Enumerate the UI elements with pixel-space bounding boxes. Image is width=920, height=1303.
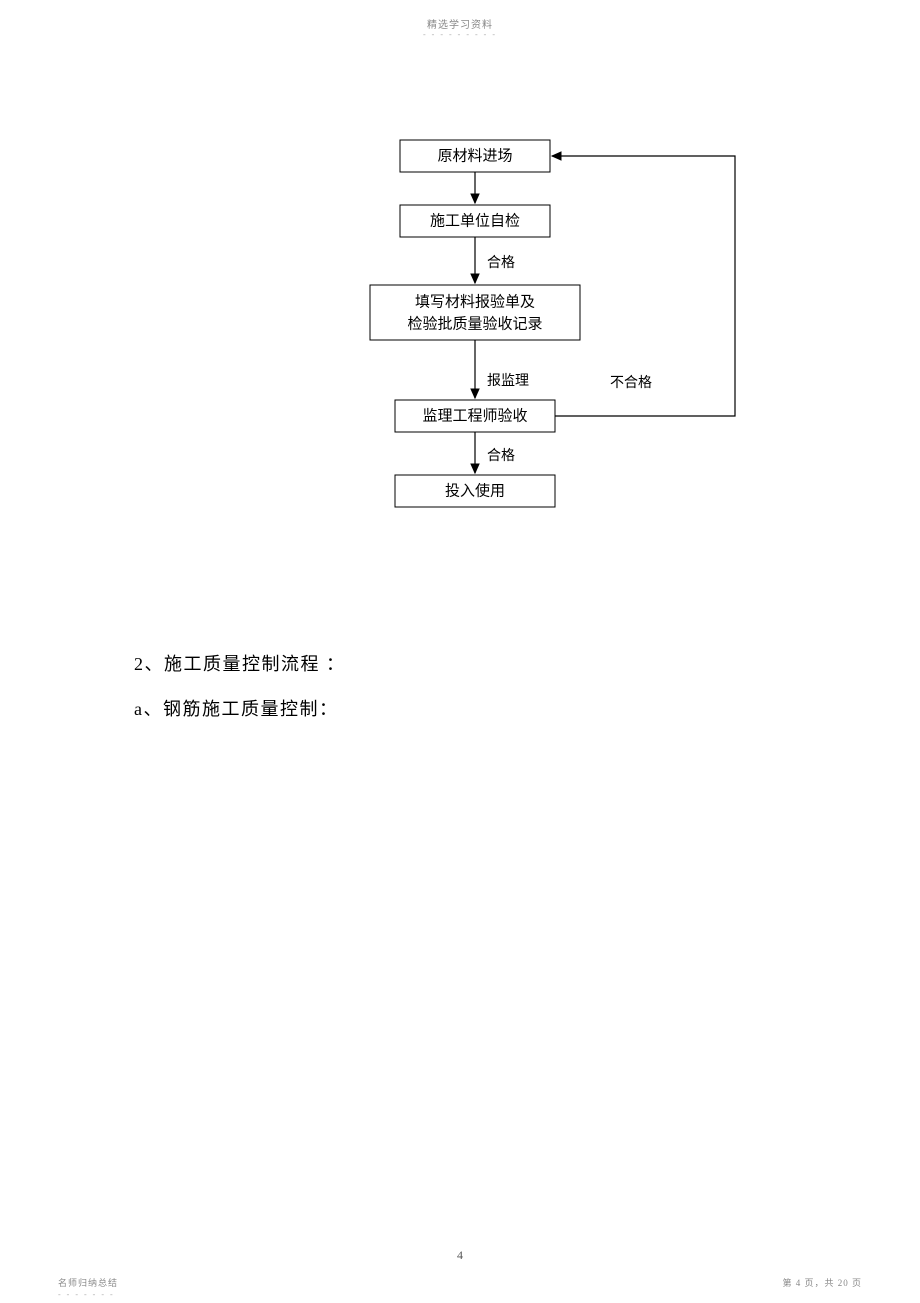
edge-label-qualified-2: 合格 (487, 448, 515, 464)
edge-label-qualified-1: 合格 (487, 255, 515, 271)
edge-label-report: 报监理 (487, 373, 529, 389)
node-fill-form-label-1: 填写材料报验单及 (415, 293, 535, 310)
node-fill-form-label-2: 检验批质量验收记录 (407, 315, 542, 332)
edge-label-unqualified: 不合格 (610, 375, 652, 391)
footer-right: 第 4 页，共 20 页 (782, 1276, 862, 1289)
footer-left: 名师归纳总结 (58, 1276, 118, 1289)
node-supervisor-label: 监理工程师验收 (422, 407, 527, 424)
body-line-1: 2、施工质量控制流程 ： (134, 650, 346, 676)
footer-left-underline: - - - - - - - (58, 1290, 115, 1299)
node-self-inspect-label: 施工单位自检 (430, 212, 520, 229)
header-underline: - - - - - - - - - (423, 30, 497, 39)
page-number: 4 (457, 1248, 463, 1263)
header-watermark: 精选学习资料 (427, 16, 493, 31)
node-use-label: 投入使用 (445, 482, 505, 499)
flowchart: 原材料进场 施工单位自检 合格 填写材料报验单及 检验批质量验收记录 报监理 监… (0, 125, 920, 575)
node-raw-material-label: 原材料进场 (437, 147, 512, 164)
body-line-2: a、钢筋施工质量控制： (134, 695, 339, 721)
flowchart-svg: 原材料进场 施工单位自检 合格 填写材料报验单及 检验批质量验收记录 报监理 监… (0, 125, 920, 575)
